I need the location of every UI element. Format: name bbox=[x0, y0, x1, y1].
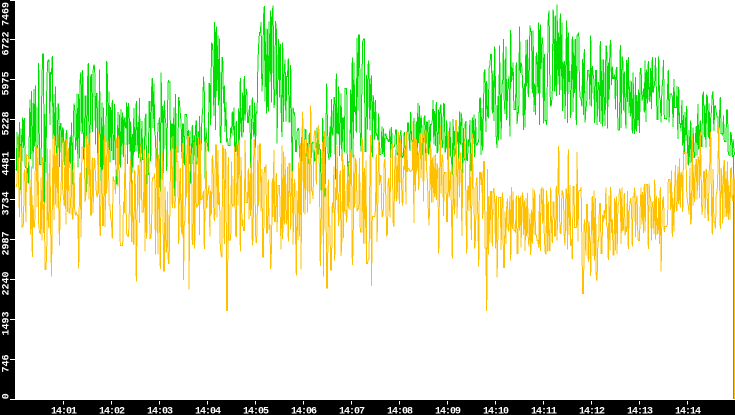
svg-text:14:06: 14:06 bbox=[291, 407, 317, 415]
svg-text:14:08: 14:08 bbox=[387, 407, 413, 415]
svg-text:6722: 6722 bbox=[2, 31, 13, 55]
svg-text:2240: 2240 bbox=[2, 271, 13, 295]
svg-text:2987: 2987 bbox=[2, 231, 13, 255]
svg-text:4481: 4481 bbox=[2, 151, 13, 175]
svg-text:5228: 5228 bbox=[2, 111, 13, 135]
svg-text:14:09: 14:09 bbox=[435, 407, 461, 415]
svg-text:0: 0 bbox=[2, 393, 13, 399]
svg-text:14:03: 14:03 bbox=[147, 407, 173, 415]
svg-text:14:12: 14:12 bbox=[579, 407, 605, 415]
svg-text:1493: 1493 bbox=[2, 311, 13, 335]
svg-text:14:02: 14:02 bbox=[99, 407, 125, 415]
svg-text:7469: 7469 bbox=[2, 2, 13, 26]
svg-text:14:07: 14:07 bbox=[339, 407, 365, 415]
svg-text:14:04: 14:04 bbox=[195, 407, 221, 415]
svg-text:14:05: 14:05 bbox=[243, 407, 269, 415]
svg-text:14:01: 14:01 bbox=[51, 407, 77, 415]
svg-text:3734: 3734 bbox=[2, 191, 13, 215]
svg-text:14:13: 14:13 bbox=[627, 407, 653, 415]
svg-text:14:14: 14:14 bbox=[675, 407, 701, 415]
svg-text:5975: 5975 bbox=[2, 71, 13, 95]
svg-text:14:10: 14:10 bbox=[483, 407, 509, 415]
svg-text:14:11: 14:11 bbox=[531, 407, 557, 415]
svg-text:746: 746 bbox=[2, 354, 13, 372]
